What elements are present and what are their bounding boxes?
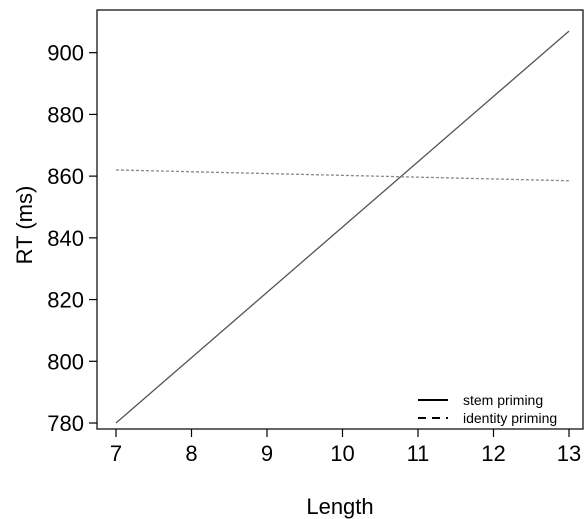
y-tick-label: 840 [47,226,84,251]
x-tick-label: 11 [407,441,430,466]
y-tick-label: 780 [47,411,84,436]
legend-label: identity priming [463,410,557,426]
y-tick-label: 880 [47,102,84,127]
plot-frame [96,9,584,430]
x-axis: 7 8 9 10 11 12 13 [110,429,581,466]
y-tick-label: 900 [47,41,84,66]
series-line-1 [115,30,570,424]
y-axis: 780 800 820 840 860 880 900 [47,41,97,436]
y-tick-label: 800 [47,349,84,374]
x-tick-label: 12 [481,441,505,466]
x-axis-title: Length [306,494,373,519]
legend: stem priming identity priming [418,392,557,426]
y-tick-label: 860 [47,164,84,189]
series-group [115,30,570,424]
legend-label: stem priming [463,392,543,408]
x-tick-label: 10 [330,441,354,466]
series-line-2 [115,169,570,182]
y-tick-label: 820 [47,288,84,313]
x-tick-label: 7 [110,441,122,466]
x-tick-label: 13 [557,441,581,466]
y-axis-title: RT (ms) [12,186,37,265]
x-tick-label: 9 [261,441,273,466]
x-tick-label: 8 [185,441,197,466]
